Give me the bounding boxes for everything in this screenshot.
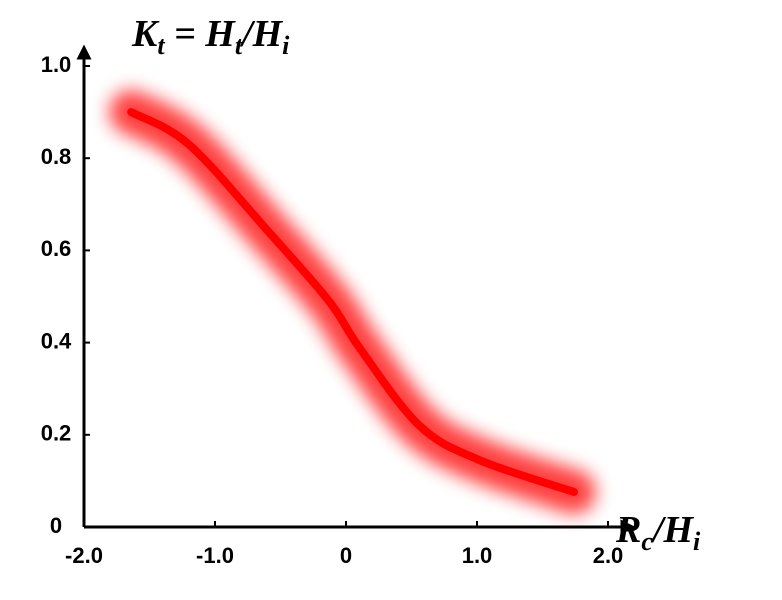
label-part: = H — [165, 13, 237, 55]
x-tick-label: 0 — [340, 543, 352, 568]
y-tick-label: 0.2 — [41, 421, 72, 446]
x-tick-label: 1.0 — [462, 543, 493, 568]
y-tick-label: 0 — [50, 513, 62, 538]
label-subscript: t — [235, 31, 243, 60]
y-tick-label: 0.6 — [41, 236, 72, 261]
x-tick-label: -2.0 — [65, 543, 103, 568]
x-tick-label: 2.0 — [593, 543, 624, 568]
line — [127, 108, 578, 496]
y-tick-label: 0.4 — [41, 328, 72, 353]
label-part: R — [615, 509, 641, 551]
label-part: K — [131, 13, 160, 55]
y-tick-label: 0.8 — [41, 144, 72, 169]
y-tick-label: 1.0 — [41, 52, 72, 77]
label-part: /H — [650, 509, 695, 551]
y-axis-label: Kt = Ht/Hi — [131, 13, 290, 60]
line-glow — [109, 90, 596, 514]
label-part: /H — [239, 13, 284, 55]
label-subscript: c — [641, 527, 653, 556]
label-subscript: i — [693, 527, 701, 556]
x-tick-label: -1.0 — [196, 543, 234, 568]
label-subscript: t — [157, 31, 165, 60]
x-axis-label: Rc/Hi — [615, 509, 701, 556]
label-subscript: i — [282, 31, 290, 60]
